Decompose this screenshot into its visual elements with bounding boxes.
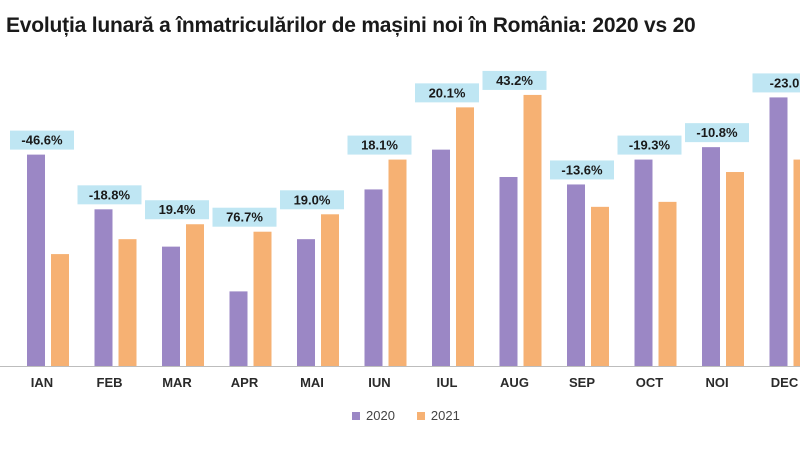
bar-2020-apr: [229, 291, 248, 366]
change-label-aug: 43.2%: [482, 70, 547, 90]
change-label-text: -19.3%: [629, 138, 671, 153]
bar-2020-sep: [567, 184, 585, 366]
change-label-box: [145, 200, 209, 220]
bar-2020-mar: [162, 246, 180, 366]
legend-swatch-2020: [352, 411, 360, 420]
bar-2020-mai: [297, 239, 315, 366]
x-tick-mar: MAR: [162, 375, 192, 390]
bar-2020-dec: [769, 97, 788, 367]
change-label-box: [617, 135, 682, 155]
bar-2021-dec: [793, 159, 800, 366]
change-label-text: -10.8%: [696, 125, 738, 140]
bar-2021-iul: [456, 107, 474, 367]
change-labels: -46.6% -18.8% 19.4% 76.7% 19.0% 18.1% 20.1% 43.…: [10, 70, 800, 227]
x-tick-mai: MAI: [300, 375, 324, 390]
change-label-text: 19.0%: [294, 192, 331, 207]
change-label-dec: -23.0: [752, 73, 800, 93]
x-tick-feb: FEB: [97, 375, 123, 390]
change-label-text: -18.8%: [89, 187, 131, 202]
change-label-box: [685, 123, 749, 143]
legend-swatch-2021: [416, 411, 425, 420]
change-label-text: 18.1%: [361, 138, 398, 153]
change-label-text: 20.1%: [429, 85, 466, 100]
change-label-ian: -46.6%: [10, 130, 74, 150]
legend-label-2021: 2021: [430, 408, 460, 423]
legend-item-2021: 2021: [416, 408, 460, 423]
change-label-text: 76.7%: [226, 210, 263, 225]
legend: 2020 2021: [352, 408, 460, 423]
bar-2020-iul: [432, 149, 450, 366]
bar-2020-iun: [364, 189, 383, 366]
chart-title: Evoluția lunară a înmatriculărilor de ma…: [6, 14, 696, 37]
change-label-text: 43.2%: [496, 73, 533, 88]
bar-2020-oct: [634, 159, 653, 366]
change-label-box: [347, 135, 412, 155]
x-tick-ian: IAN: [31, 375, 53, 390]
change-label-box: [415, 83, 479, 103]
bar-2021-apr: [253, 231, 272, 366]
change-label-text: 19.4%: [159, 202, 196, 217]
x-tick-sep: SEP: [569, 375, 595, 390]
x-tick-iun: IUN: [368, 375, 390, 390]
change-label-box: [550, 160, 614, 180]
bar-2020-aug: [499, 176, 518, 366]
change-label-sep: -13.6%: [550, 160, 614, 180]
change-label-oct: -19.3%: [617, 135, 682, 155]
change-label-mar: 19.4%: [145, 200, 209, 220]
bar-2021-mar: [186, 224, 204, 366]
change-label-noi: -10.8%: [685, 123, 749, 143]
bar-2021-ian: [51, 254, 69, 366]
change-label-box: [752, 73, 800, 93]
change-label-text: -46.6%: [21, 133, 63, 148]
x-tick-labels: IAN FEB MAR APR MAI IUN IUL AUG SEP OCT NOI DEC: [31, 375, 799, 390]
bar-2021-aug: [523, 94, 542, 366]
change-label-box: [77, 185, 142, 205]
bar-2020-ian: [27, 154, 45, 366]
x-tick-noi: NOI: [705, 375, 728, 390]
change-label-box: [212, 207, 277, 227]
change-label-mai: 19.0%: [280, 190, 344, 210]
change-label-box: [482, 70, 547, 90]
x-tick-apr: APR: [231, 375, 259, 390]
change-label-iul: 20.1%: [415, 83, 479, 103]
legend-label-2020: 2020: [366, 408, 395, 423]
bar-2021-noi: [726, 172, 744, 366]
x-tick-oct: OCT: [636, 375, 664, 390]
x-tick-iul: IUL: [437, 375, 458, 390]
bar-2021-mai: [321, 214, 339, 366]
bar-2020-noi: [702, 147, 720, 366]
change-label-iun: 18.1%: [347, 135, 412, 155]
change-label-text: -23.0: [770, 75, 800, 90]
change-label-feb: -18.8%: [77, 185, 142, 205]
change-label-box: [280, 190, 344, 210]
bar-2021-sep: [591, 206, 609, 366]
x-tick-dec: DEC: [771, 375, 799, 390]
bars-layer: [27, 94, 800, 367]
x-tick-aug: AUG: [500, 375, 529, 390]
change-label-apr: 76.7%: [212, 207, 277, 227]
bar-2021-feb: [118, 239, 137, 366]
bar-2020-feb: [94, 209, 113, 366]
bar-2021-oct: [658, 201, 677, 366]
bar-2021-iun: [388, 159, 407, 366]
change-label-text: -13.6%: [561, 162, 603, 177]
legend-item-2020: 2020: [352, 408, 395, 423]
change-label-box: [10, 130, 74, 150]
